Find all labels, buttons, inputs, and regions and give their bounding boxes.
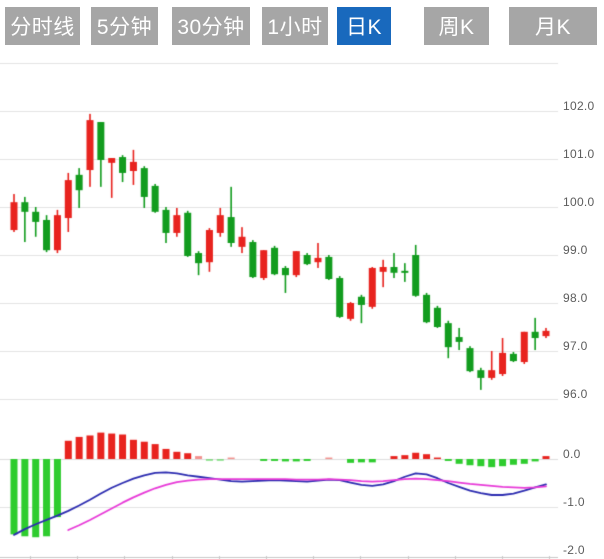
tab-daily-k[interactable]: 日K (337, 7, 391, 45)
macd-axis-label: 0.0 (563, 447, 581, 461)
price-axis-label: 101.0 (563, 147, 595, 161)
tab-time-line[interactable]: 分时线 (5, 7, 80, 45)
price-axis-label: 102.0 (563, 99, 595, 113)
price-axis-label: 99.0 (563, 243, 588, 257)
price-axis-label: 100.0 (563, 195, 595, 209)
price-axis-label: 96.0 (563, 387, 588, 401)
interval-tabbar: 分时线 5分钟 30分钟 1小时 日K 周K 月K (0, 0, 604, 46)
price-axis-label: 98.0 (563, 291, 588, 305)
macd-axis-label: -2.0 (563, 543, 585, 557)
tab-weekly-k[interactable]: 周K (424, 7, 489, 45)
tab-5min[interactable]: 5分钟 (91, 7, 158, 45)
tab-monthly-k[interactable]: 月K (509, 7, 597, 45)
price-axis-label: 97.0 (563, 339, 588, 353)
tab-30min[interactable]: 30分钟 (172, 7, 250, 45)
tab-1hour[interactable]: 1小时 (262, 7, 328, 45)
macd-axis-label: -1.0 (563, 495, 585, 509)
